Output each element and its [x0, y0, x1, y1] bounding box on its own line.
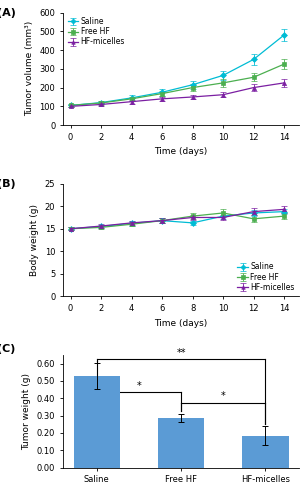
Text: *: *: [221, 391, 226, 401]
X-axis label: Time (days): Time (days): [154, 318, 208, 328]
Y-axis label: Tumor volume (mm³): Tumor volume (mm³): [25, 21, 34, 116]
Bar: [74, 376, 120, 468]
Legend: Saline, Free HF, HF-micelles: Saline, Free HF, HF-micelles: [67, 16, 126, 47]
Bar: [158, 418, 204, 468]
Bar: [242, 436, 289, 468]
Text: (A): (A): [0, 8, 16, 18]
Text: *: *: [137, 380, 141, 390]
X-axis label: Time (days): Time (days): [154, 148, 208, 156]
Legend: Saline, Free HF, HF-micelles: Saline, Free HF, HF-micelles: [237, 262, 296, 292]
Text: (C): (C): [0, 344, 15, 353]
Y-axis label: Tumor weight (g): Tumor weight (g): [22, 372, 31, 450]
Text: **: **: [177, 348, 186, 358]
Y-axis label: Body weight (g): Body weight (g): [30, 204, 39, 276]
Text: (B): (B): [0, 179, 15, 189]
